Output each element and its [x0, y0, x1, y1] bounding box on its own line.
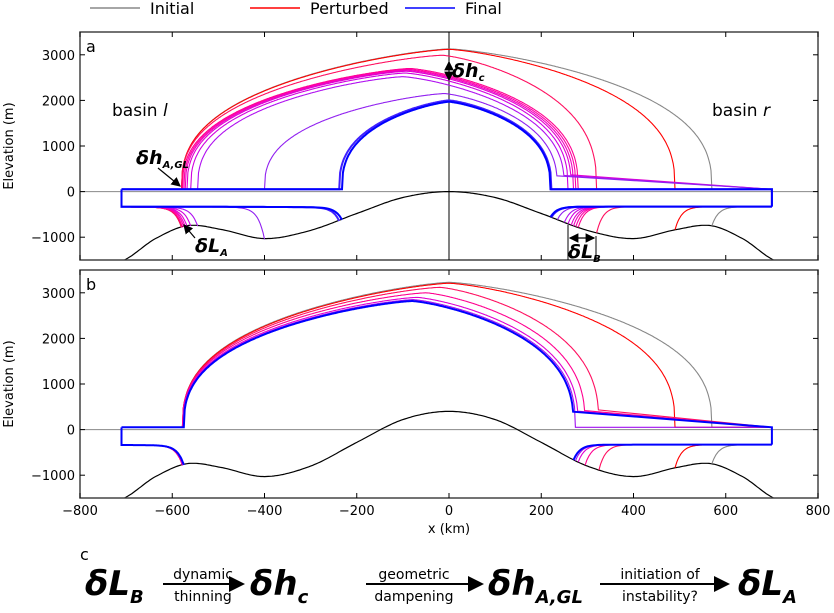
delta-la-label: δLA — [195, 235, 228, 259]
surface-perturbed — [121, 292, 772, 428]
delta-la-arrow — [183, 224, 196, 239]
y-tick-label: 0 — [67, 186, 75, 201]
legend-label: Final — [465, 0, 502, 18]
y-tick-label: −1000 — [31, 469, 75, 484]
surface-final — [121, 100, 773, 207]
arrow2-top: geometric — [378, 567, 449, 583]
legend-label: Perturbed — [310, 0, 389, 18]
shelf-base-final — [549, 205, 772, 218]
surface-perturbed — [121, 286, 772, 428]
y-tick-label: 3000 — [42, 49, 75, 64]
shelf-base-final — [572, 443, 772, 461]
y-axis-label: Elevation (m) — [2, 340, 17, 427]
shelf-base-initial — [711, 444, 772, 464]
surface-perturbed — [121, 282, 772, 428]
y-tick-label: 2000 — [42, 332, 75, 347]
arrow2-bottom: dampening — [374, 589, 453, 605]
shelf-base-final — [120, 189, 343, 221]
y-tick-label: 1000 — [42, 378, 75, 393]
x-tick-label: 200 — [529, 504, 554, 519]
x-tick-label: −200 — [339, 504, 375, 519]
shelf-base-perturbed — [567, 206, 772, 225]
panel-c-label: c — [80, 545, 89, 564]
surface-perturbed — [121, 76, 772, 190]
delta-hagl-arrow — [157, 167, 181, 187]
arrow3-bottom: instability? — [622, 589, 698, 605]
x-tick-label: −600 — [154, 504, 190, 519]
shelf-base-perturbed — [574, 444, 772, 462]
shelf-base-perturbed — [577, 444, 772, 463]
panel-c: c δLB dynamic thinning δhc geometric dam… — [80, 545, 797, 608]
x-axis-label: x (km) — [428, 522, 470, 537]
x-tick-label: 400 — [621, 504, 646, 519]
delta-hc-label: δhc — [452, 60, 485, 84]
shelf-base-perturbed — [570, 206, 772, 226]
y-tick-label: −1000 — [31, 231, 75, 246]
bed-line — [123, 191, 775, 260]
basin-r-label: basin r — [712, 101, 771, 121]
term-dla: δLA — [738, 564, 797, 608]
x-tick-label: 600 — [713, 504, 738, 519]
arrow1-top: dynamic — [173, 567, 233, 583]
delta-lb-label: δLB — [568, 241, 601, 265]
shelf-base-perturbed — [121, 444, 184, 466]
legend-label: Initial — [150, 0, 194, 18]
shelf-base-perturbed — [575, 206, 772, 227]
panel-label: a — [86, 37, 96, 56]
surface-perturbed — [121, 69, 772, 190]
surface-perturbed — [121, 67, 772, 190]
shelf-base-final — [120, 189, 341, 222]
y-tick-label: 0 — [67, 424, 75, 439]
shelf-base-initial — [711, 206, 772, 226]
bed-line — [123, 410, 775, 498]
y-tick-label: 2000 — [42, 94, 75, 109]
x-tick-label: −800 — [62, 504, 98, 519]
y-tick-label: 3000 — [42, 287, 75, 302]
surface-final — [121, 99, 773, 207]
surface-perturbed — [121, 70, 772, 190]
surface-perturbed — [121, 48, 772, 190]
surface-perturbed — [121, 54, 772, 190]
panel-label: b — [86, 275, 96, 294]
y-axis-label: Elevation (m) — [2, 102, 17, 189]
surface-initial — [121, 281, 772, 428]
legend: Initial Perturbed Final — [90, 0, 502, 18]
panel-a: −1000 0 1000 2000 3000 Elevation (m) a — [2, 31, 819, 261]
shelf-base-perturbed — [577, 206, 772, 228]
surface-perturbed — [121, 93, 772, 190]
shelf-base-perturbed — [563, 206, 772, 223]
surface-perturbed — [121, 72, 772, 190]
y-tick-label: 1000 — [42, 140, 75, 155]
shelf-base-final — [120, 427, 185, 466]
shelf-base-perturbed — [596, 206, 772, 233]
term-dlb: δLB — [85, 564, 144, 608]
surface-perturbed — [121, 296, 772, 428]
basin-l-label: basin l — [112, 101, 168, 121]
term-dhagl: δhA,GL — [488, 564, 583, 608]
shelf-base-perturbed — [121, 444, 184, 466]
panel-b: −800 −600 −400 −200 0 200 400 600 800 −1000 0 1000 2… — [2, 269, 831, 537]
delta-hagl-label: δhA,GL — [136, 147, 189, 171]
x-tick-label: 800 — [806, 504, 831, 519]
term-dhc: δhc — [250, 564, 309, 608]
surface-final — [121, 300, 773, 445]
x-tick-label: −400 — [247, 504, 283, 519]
surface-perturbed — [121, 68, 772, 190]
arrow1-bottom: thinning — [174, 589, 232, 605]
arrow3-top: initiation of — [620, 567, 700, 583]
x-tick-label: 0 — [445, 504, 453, 519]
